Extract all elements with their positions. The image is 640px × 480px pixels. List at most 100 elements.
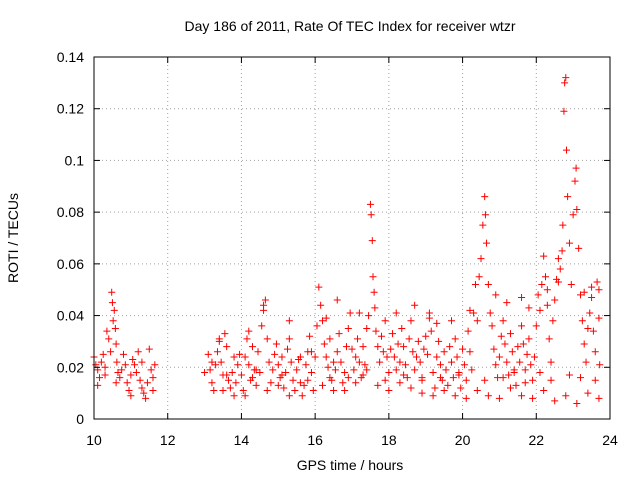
data-point (512, 381, 520, 389)
data-point (245, 327, 253, 335)
data-point (151, 361, 159, 369)
data-point (320, 340, 328, 348)
data-point (425, 314, 433, 322)
data-point (584, 389, 592, 397)
data-point (479, 221, 487, 229)
data-point (536, 368, 544, 376)
data-point (226, 384, 234, 392)
data-point (278, 353, 286, 361)
data-point (381, 317, 389, 325)
data-point (453, 353, 461, 361)
data-point (136, 376, 144, 384)
data-point (309, 387, 317, 395)
data-point (551, 397, 559, 405)
data-point (473, 387, 481, 395)
data-point (129, 356, 137, 364)
data-point (221, 330, 229, 338)
data-point (108, 299, 116, 307)
data-point (114, 368, 122, 376)
data-point (484, 281, 492, 289)
data-point (551, 296, 559, 304)
data-point (413, 353, 420, 361)
data-point (396, 379, 404, 387)
data-point (138, 384, 146, 392)
data-point (588, 283, 596, 291)
data-point (339, 379, 347, 387)
data-point (436, 361, 444, 369)
data-point (411, 366, 419, 374)
data-point (390, 353, 398, 361)
data-point (460, 361, 468, 369)
data-point (418, 389, 426, 397)
data-point (436, 374, 444, 382)
data-point (483, 239, 491, 247)
data-point (556, 265, 564, 273)
data-point (284, 345, 291, 353)
data-point (367, 211, 375, 219)
data-point (451, 392, 459, 400)
data-point (317, 301, 325, 309)
data-point (536, 306, 544, 314)
data-point (389, 330, 397, 338)
data-point (582, 358, 590, 366)
y-tick-label: 0.04 (57, 308, 84, 324)
data-point (481, 211, 489, 219)
data-point (595, 394, 603, 402)
data-point (525, 304, 533, 312)
x-tick-label: 16 (307, 432, 323, 448)
data-point (97, 358, 105, 366)
data-point (271, 350, 279, 358)
data-point (495, 394, 503, 402)
gridlines (94, 57, 610, 419)
data-point (466, 348, 474, 356)
data-point (374, 381, 382, 389)
data-point (322, 353, 330, 361)
data-point (245, 361, 253, 369)
x-tick-label: 22 (528, 432, 544, 448)
data-point (543, 301, 551, 309)
data-point (471, 281, 479, 289)
data-point (289, 376, 297, 384)
data-point (319, 317, 327, 325)
data-point (217, 358, 225, 366)
data-point (431, 384, 439, 392)
data-point (506, 330, 514, 338)
data-point (580, 288, 588, 296)
data-point (564, 193, 572, 201)
x-axis-label: GPS time / hours (297, 457, 404, 473)
data-point (361, 361, 369, 369)
data-point (457, 384, 465, 392)
data-point (383, 353, 391, 361)
data-point (119, 350, 127, 358)
data-point (547, 358, 555, 366)
data-point (525, 335, 533, 343)
x-tick-label: 10 (86, 432, 102, 448)
data-point (591, 348, 599, 356)
data-point (147, 366, 155, 374)
data-point (342, 343, 350, 351)
data-point (368, 237, 376, 245)
data-point (481, 376, 489, 384)
data-point (565, 239, 573, 247)
data-point (470, 309, 478, 317)
data-point (508, 348, 516, 356)
data-point (462, 376, 470, 384)
data-point (254, 348, 262, 356)
data-point (392, 366, 400, 374)
data-point (248, 343, 256, 351)
data-point (149, 374, 157, 382)
data-point (435, 337, 443, 345)
x-tick-label: 20 (455, 432, 471, 448)
data-point (532, 322, 540, 330)
data-point (424, 350, 432, 358)
data-point (473, 317, 481, 325)
data-point (530, 353, 538, 361)
data-point (448, 317, 456, 325)
data-point (335, 330, 343, 338)
data-point (333, 296, 341, 304)
data-point (503, 358, 511, 366)
data-point (110, 306, 118, 314)
data-point (113, 358, 121, 366)
data-point (355, 358, 363, 366)
data-point (300, 381, 308, 389)
